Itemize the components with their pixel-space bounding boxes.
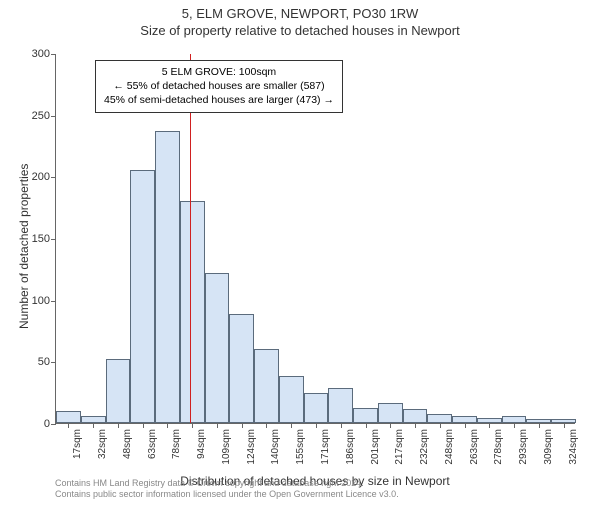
y-tick-label: 250 [32, 110, 56, 122]
histogram-bar [353, 408, 378, 423]
y-tick-label: 0 [44, 418, 56, 430]
x-tick-label: 94sqm [196, 429, 207, 459]
x-tick-mark [68, 423, 69, 428]
histogram-bar [452, 416, 477, 423]
footer-attribution: Contains HM Land Registry data © Crown c… [55, 478, 575, 501]
histogram-bar [81, 416, 106, 423]
x-tick-label: 32sqm [97, 429, 108, 459]
x-tick-mark [341, 423, 342, 428]
x-tick-mark [266, 423, 267, 428]
info-box-line1: 5 ELM GROVE: 100sqm [104, 65, 334, 79]
x-tick-label: 201sqm [370, 429, 381, 465]
info-box-line2: ← 55% of detached houses are smaller (58… [104, 79, 334, 93]
x-tick-mark [465, 423, 466, 428]
x-tick-label: 186sqm [345, 429, 356, 465]
x-tick-mark [118, 423, 119, 428]
x-tick-mark [366, 423, 367, 428]
x-tick-label: 217sqm [394, 429, 405, 465]
histogram-bar [304, 393, 329, 423]
footer-line2: Contains public sector information licen… [55, 489, 575, 500]
x-tick-mark [93, 423, 94, 428]
histogram-bar [279, 376, 304, 423]
histogram-bar [328, 388, 353, 423]
x-tick-mark [415, 423, 416, 428]
y-tick-label: 50 [38, 356, 56, 368]
y-tick-label: 200 [32, 171, 56, 183]
x-tick-mark [489, 423, 490, 428]
histogram-bar [106, 359, 131, 423]
histogram-bar [254, 349, 279, 423]
x-tick-label: 63sqm [147, 429, 158, 459]
x-tick-label: 140sqm [270, 429, 281, 465]
x-tick-mark [217, 423, 218, 428]
y-axis-label: Number of detached properties [17, 164, 31, 329]
page-title-line1: 5, ELM GROVE, NEWPORT, PO30 1RW [0, 6, 600, 21]
x-tick-label: 263sqm [469, 429, 480, 465]
x-tick-mark [440, 423, 441, 428]
x-tick-label: 232sqm [419, 429, 430, 465]
histogram-bar [155, 131, 180, 423]
x-tick-label: 171sqm [320, 429, 331, 465]
histogram-bar [403, 409, 428, 423]
x-tick-label: 155sqm [295, 429, 306, 465]
histogram-bar [56, 411, 81, 423]
page-title-line2: Size of property relative to detached ho… [0, 23, 600, 38]
histogram-bar [427, 414, 452, 423]
x-tick-label: 324sqm [568, 429, 579, 465]
histogram-bar [229, 314, 254, 423]
x-tick-mark [143, 423, 144, 428]
y-tick-label: 100 [32, 295, 56, 307]
histogram-chart: 05010015020025030017sqm32sqm48sqm63sqm78… [55, 54, 575, 424]
info-box: 5 ELM GROVE: 100sqm ← 55% of detached ho… [95, 60, 343, 113]
x-tick-mark [564, 423, 565, 428]
x-tick-label: 78sqm [171, 429, 182, 459]
histogram-bar [378, 403, 403, 423]
x-tick-label: 293sqm [518, 429, 529, 465]
x-tick-label: 48sqm [122, 429, 133, 459]
histogram-bar [502, 416, 527, 423]
x-tick-mark [192, 423, 193, 428]
x-tick-mark [291, 423, 292, 428]
histogram-bar [205, 273, 230, 423]
x-tick-label: 248sqm [444, 429, 455, 465]
x-tick-label: 278sqm [493, 429, 504, 465]
x-tick-mark [539, 423, 540, 428]
x-tick-mark [242, 423, 243, 428]
x-tick-label: 109sqm [221, 429, 232, 465]
x-tick-label: 124sqm [246, 429, 257, 465]
info-box-line3: 45% of semi-detached houses are larger (… [104, 93, 334, 107]
x-tick-mark [167, 423, 168, 428]
histogram-bar [130, 170, 155, 423]
x-tick-mark [316, 423, 317, 428]
y-tick-label: 150 [32, 233, 56, 245]
x-tick-label: 309sqm [543, 429, 554, 465]
footer-line1: Contains HM Land Registry data © Crown c… [55, 478, 575, 489]
histogram-bar [180, 201, 205, 423]
y-tick-label: 300 [32, 48, 56, 60]
x-tick-mark [514, 423, 515, 428]
x-tick-mark [390, 423, 391, 428]
x-tick-label: 17sqm [72, 429, 83, 459]
